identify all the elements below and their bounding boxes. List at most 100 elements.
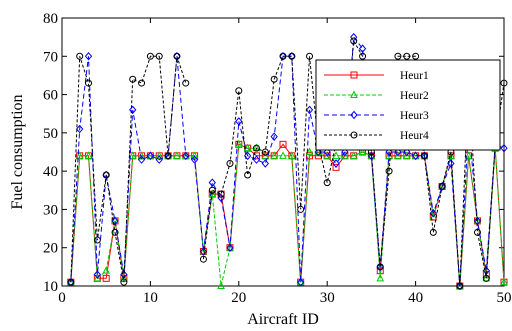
data-point-heur3 xyxy=(297,277,305,287)
data-point-heur2 xyxy=(349,151,358,159)
data-point-heur3 xyxy=(155,155,163,164)
data-point-heur4 xyxy=(93,236,101,244)
data-point-heur2 xyxy=(305,147,314,155)
data-point-heur4 xyxy=(199,255,207,263)
legend-marker-heur2 xyxy=(350,90,358,98)
data-point-heur3 xyxy=(252,155,261,164)
data-point-heur4 xyxy=(76,52,84,60)
data-point-heur4 xyxy=(323,179,331,187)
y-tick-label: 20 xyxy=(43,241,58,257)
data-point-heur2 xyxy=(128,151,137,159)
data-point-heur1 xyxy=(252,152,260,160)
x-tick-label: 40 xyxy=(408,290,423,306)
data-point-heur3 xyxy=(429,208,437,218)
legend-label-heur2: Heur2 xyxy=(400,90,429,102)
data-point-heur4 xyxy=(403,52,411,60)
data-point-heur2 xyxy=(402,151,411,159)
series-line-heur3 xyxy=(70,35,505,287)
data-point-heur4 xyxy=(244,171,252,179)
data-point-heur4 xyxy=(270,75,278,83)
data-point-heur2 xyxy=(473,216,482,224)
data-point-heur4 xyxy=(138,79,146,87)
data-point-heur2 xyxy=(341,151,349,159)
x-tick-label: 50 xyxy=(497,290,512,306)
data-point-heur3 xyxy=(182,151,190,161)
data-point-heur3 xyxy=(341,147,349,157)
y-tick-label: 40 xyxy=(43,164,58,180)
y-tick-label: 80 xyxy=(43,11,58,27)
data-point-heur2 xyxy=(464,151,473,159)
legend: Heur1 Heur2 Heur3 Heur4 xyxy=(315,59,501,151)
series-heur3 xyxy=(67,32,508,291)
data-point-heur3 xyxy=(305,105,314,115)
data-point-heur2 xyxy=(376,273,385,282)
data-point-heur4 xyxy=(111,228,119,236)
data-point-heur2 xyxy=(243,143,252,152)
data-point-heur3 xyxy=(500,143,508,153)
data-point-heur3 xyxy=(358,44,367,53)
data-point-heur2 xyxy=(173,151,181,159)
data-point-heur4 xyxy=(482,274,490,282)
data-point-heur3 xyxy=(270,132,278,141)
y-tick-label: 60 xyxy=(43,88,58,104)
data-point-heur3 xyxy=(332,159,340,168)
data-point-heur4 xyxy=(67,278,75,286)
data-point-heur3 xyxy=(84,52,93,61)
data-point-heur3 xyxy=(76,124,84,134)
data-point-heur3 xyxy=(93,270,102,279)
data-point-heur2 xyxy=(429,212,438,221)
data-point-heur4 xyxy=(155,52,163,60)
legend-label-heur1: Heur1 xyxy=(400,70,429,82)
data-point-heur3 xyxy=(447,159,455,168)
data-point-heur2 xyxy=(93,273,102,282)
data-point-heur3 xyxy=(129,105,137,115)
data-point-heur3 xyxy=(226,243,234,252)
data-point-heur4 xyxy=(173,52,181,60)
data-point-heur2 xyxy=(181,151,190,159)
data-point-heur2 xyxy=(217,281,225,289)
x-tick-label: 0 xyxy=(58,290,66,306)
y-axis-title: Fuel consumption xyxy=(9,94,26,209)
data-point-heur4 xyxy=(164,152,172,160)
data-point-heur4 xyxy=(473,228,481,236)
data-point-heur2 xyxy=(447,151,455,159)
data-point-heur4 xyxy=(420,152,428,160)
legend-marker-heur1 xyxy=(350,71,358,79)
y-tick-label: 30 xyxy=(43,202,58,218)
data-point-heur3 xyxy=(394,147,402,157)
data-point-heur2 xyxy=(394,151,402,159)
data-point-heur4 xyxy=(226,159,234,167)
legend-marker-heur3 xyxy=(350,110,358,120)
data-point-heur4 xyxy=(359,52,367,60)
data-point-heur2 xyxy=(279,151,287,159)
data-point-heur4 xyxy=(500,79,508,87)
data-point-heur4 xyxy=(182,79,190,87)
series-line-heur4 xyxy=(70,39,505,287)
data-point-heur3 xyxy=(243,151,252,161)
series-heur4 xyxy=(67,37,508,290)
data-point-heur2 xyxy=(226,243,234,251)
data-point-heur3 xyxy=(137,155,146,164)
y-tick-label: 50 xyxy=(43,126,58,142)
data-point-heur2 xyxy=(288,151,296,159)
data-point-heur2 xyxy=(155,151,164,159)
data-point-heur4 xyxy=(385,167,393,175)
data-point-heur4 xyxy=(85,79,93,87)
data-point-heur4 xyxy=(235,87,243,95)
data-point-heur2 xyxy=(75,151,84,159)
y-tick-label: 70 xyxy=(43,49,58,65)
data-point-heur4 xyxy=(306,52,314,60)
data-point-heur4 xyxy=(129,75,137,83)
data-point-heur4 xyxy=(208,186,216,194)
x-tick-label: 30 xyxy=(320,290,335,306)
legend-label-heur3: Heur3 xyxy=(400,110,429,122)
data-point-heur4 xyxy=(217,190,225,198)
data-point-heur4 xyxy=(376,263,384,271)
data-point-heur3 xyxy=(235,117,243,126)
x-axis-title: Aircraft ID xyxy=(247,311,319,328)
series-layer xyxy=(67,32,508,291)
data-point-heur4 xyxy=(288,52,296,60)
data-point-heur4 xyxy=(146,52,154,60)
